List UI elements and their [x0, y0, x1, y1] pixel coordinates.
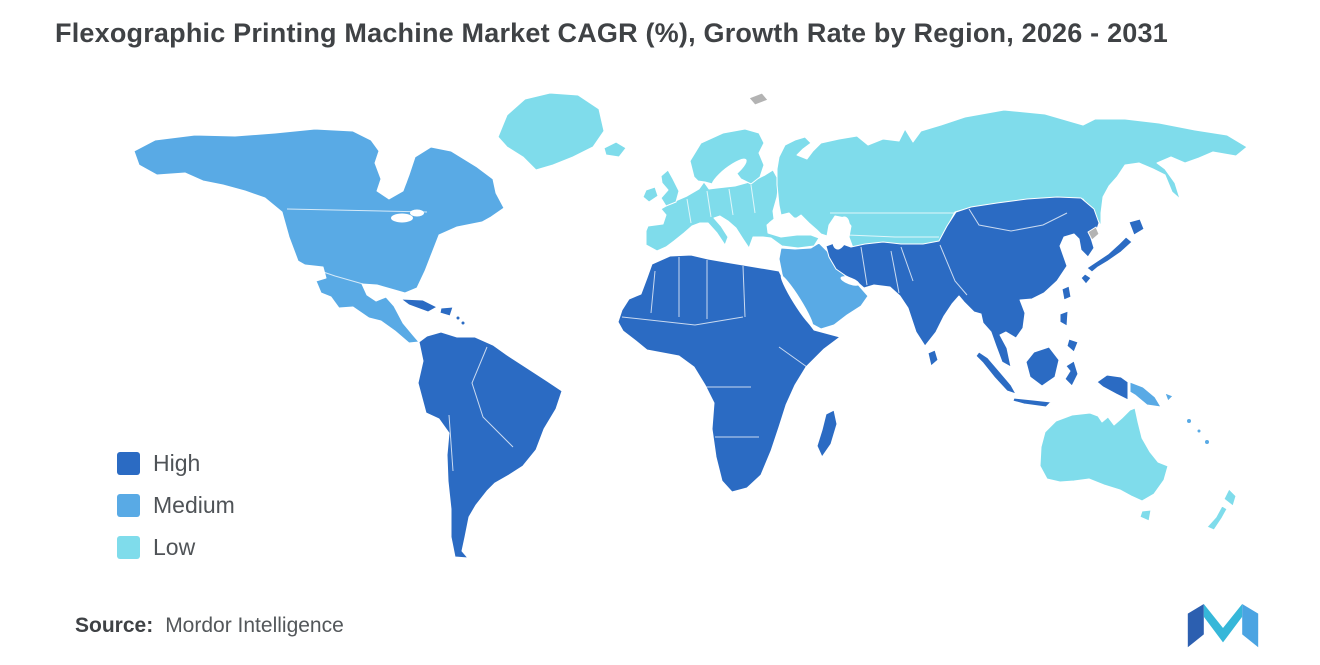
mordor-intelligence-logo: [1187, 604, 1259, 648]
source-prefix: Source:: [75, 614, 154, 637]
logo-left-stroke: [1187, 604, 1204, 648]
legend: High Medium Low: [117, 450, 235, 576]
legend-item-low: Low: [117, 534, 235, 561]
world-map-svg: [133, 92, 1248, 559]
map-region-british-isles: [642, 169, 680, 207]
legend-label-low: Low: [153, 534, 196, 560]
source-value: Mordor Intelligence: [165, 614, 344, 637]
legend-swatch-medium: [117, 494, 140, 517]
legend-label-medium: Medium: [153, 492, 235, 518]
map-region-australia: [1039, 407, 1169, 522]
water-bodies: [382, 158, 860, 327]
map-region-south-america: [417, 331, 563, 559]
logo-middle-stroke: [1203, 604, 1243, 643]
map-region-north-america: [133, 128, 505, 344]
legend-label-high: High: [153, 450, 201, 476]
map-region-new-zealand: [1206, 488, 1237, 531]
logo-right-stroke: [1242, 604, 1259, 648]
legend-swatch-high: [117, 452, 140, 475]
map-region-iceland: [603, 141, 627, 158]
map-region-north-korea: [1087, 226, 1100, 241]
legend-item-medium: Medium: [117, 492, 235, 519]
map-region-asia: [825, 196, 1100, 368]
map-region-pacific-islands: [1186, 418, 1210, 445]
country-borders: [286, 184, 1068, 472]
legend-swatch-low: [117, 536, 140, 559]
map-region-caribbean: [400, 298, 466, 326]
map-region-africa: [617, 254, 841, 493]
map-region-southeast-asia-islands: [975, 310, 1129, 408]
page-title: Flexographic Printing Machine Market CAG…: [55, 18, 1168, 48]
legend-item-high: High: [117, 450, 235, 477]
map-region-papua-new-guinea: [1129, 381, 1174, 408]
map-region-madagascar: [816, 409, 838, 458]
world-map: [95, 85, 1255, 575]
map-region-greenland: [497, 92, 605, 171]
source-line: Source: Mordor Intelligence: [75, 614, 344, 638]
map-region-svalbard: [748, 92, 769, 106]
map-region-japan: [1080, 218, 1145, 285]
